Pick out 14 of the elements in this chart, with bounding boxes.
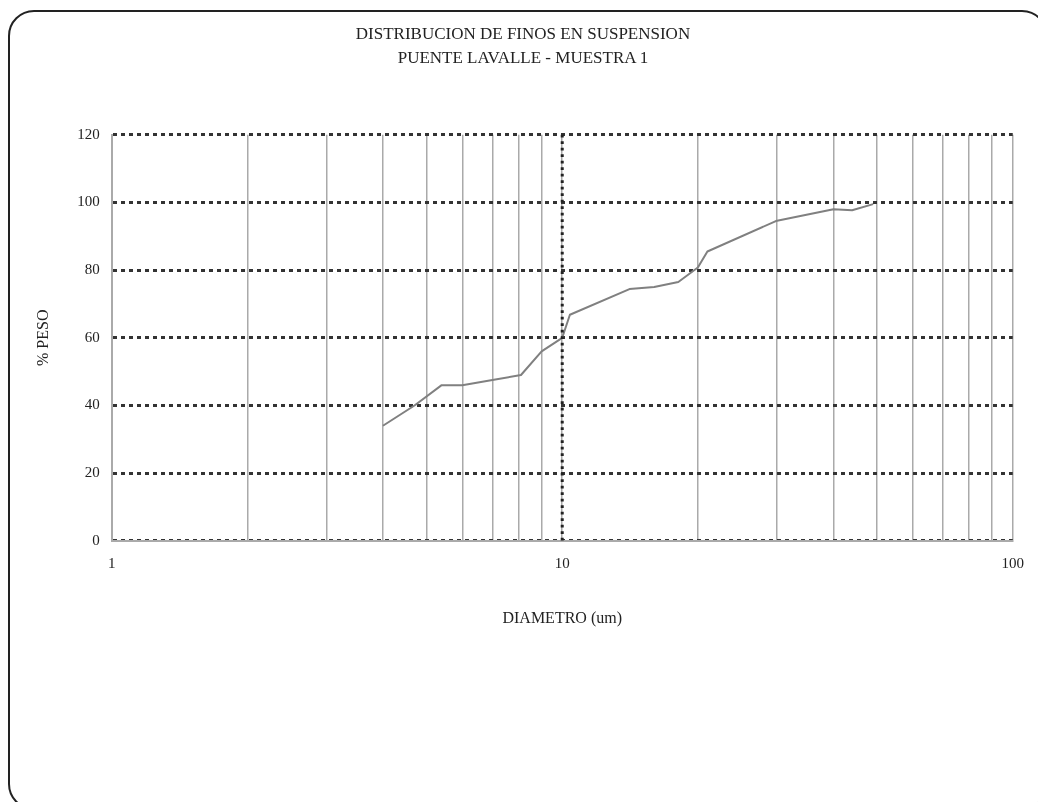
x-tick-label: 100: [1001, 554, 1024, 571]
x-tick-label: 1: [107, 554, 116, 571]
y-tick-label: 0: [92, 531, 100, 548]
chart-subtitle: PUENTE LAVALLE - MUESTRA 1: [397, 48, 649, 68]
x-tick-label: 10: [554, 554, 570, 571]
y-tick-label: 80: [84, 261, 100, 278]
y-tick-label: 40: [84, 396, 100, 413]
x-axis-title: DIAMETRO (um): [502, 608, 622, 627]
y-tick-label: 60: [84, 328, 100, 345]
chart-title: DISTRIBUCION DE FINOS EN SUSPENSION: [355, 23, 691, 43]
y-tick-label: 20: [84, 464, 100, 481]
y-tick-label: 100: [77, 193, 100, 210]
y-axis-title: % PESO: [33, 309, 51, 367]
y-tick-label: 120: [77, 125, 100, 142]
